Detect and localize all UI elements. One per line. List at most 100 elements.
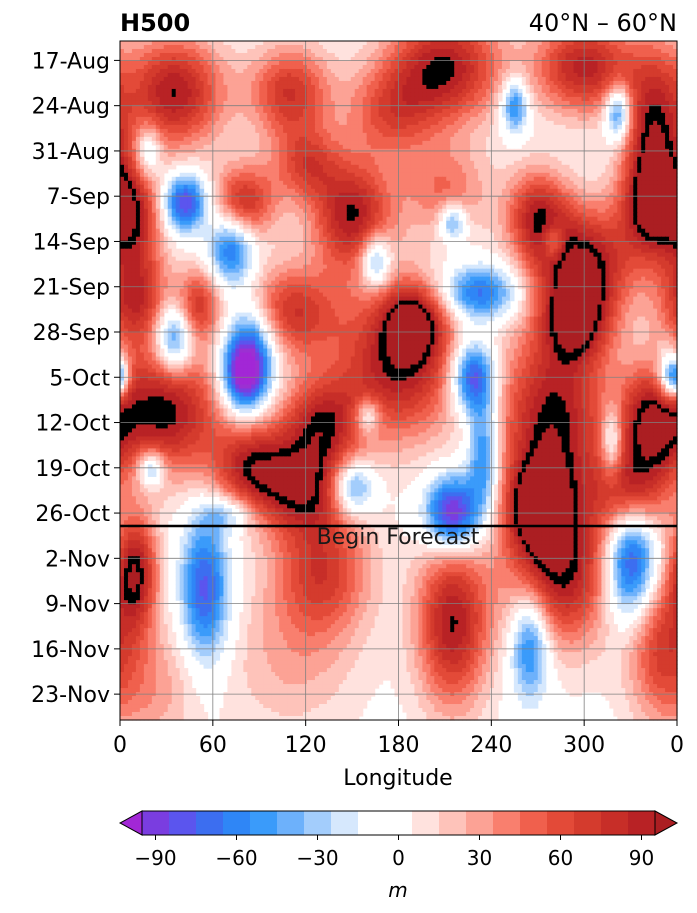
heatmap-cell (355, 125, 360, 130)
heatmap-cell (486, 61, 491, 66)
heatmap-cell (466, 169, 471, 174)
heatmap-cell (641, 61, 646, 66)
heatmap-cell (215, 173, 220, 178)
heatmap-cell (613, 49, 618, 54)
heatmap-cell (196, 57, 201, 62)
heatmap-cell (259, 101, 264, 106)
heatmap-cell (422, 161, 427, 166)
heatmap-cell (466, 161, 471, 166)
heatmap-cell (478, 129, 483, 134)
heatmap-cell (140, 85, 145, 90)
heatmap-cell (434, 89, 439, 94)
heatmap-cell (617, 53, 622, 58)
heatmap-cell (589, 177, 594, 182)
heatmap-cell (172, 145, 177, 150)
heatmap-cell (271, 53, 276, 58)
heatmap-cell (315, 145, 320, 150)
heatmap-cell (406, 89, 411, 94)
heatmap-cell (510, 57, 515, 62)
heatmap-cell (597, 65, 602, 70)
heatmap-cell (231, 173, 236, 178)
heatmap-cell (458, 145, 463, 150)
heatmap-cell (402, 169, 407, 174)
heatmap-cell (609, 77, 614, 82)
heatmap-cell (271, 85, 276, 90)
heatmap-cell (259, 169, 264, 174)
heatmap-cell (351, 113, 356, 118)
heatmap-cell (550, 133, 555, 138)
heatmap-cell (506, 101, 511, 106)
heatmap-cell (347, 165, 352, 170)
heatmap-cell (474, 113, 479, 118)
heatmap-cell (323, 53, 328, 58)
heatmap-cell (486, 101, 491, 106)
heatmap-cell (482, 109, 487, 114)
heatmap-cell (319, 177, 324, 182)
heatmap-cell (223, 121, 228, 126)
heatmap-cell (359, 69, 364, 74)
heatmap-cell (462, 181, 467, 186)
heatmap-cell (172, 165, 177, 170)
heatmap-cell (343, 121, 348, 126)
heatmap-cell (446, 45, 451, 50)
heatmap-cell (156, 65, 161, 70)
heatmap-cell (637, 153, 642, 158)
heatmap-cell (120, 177, 125, 182)
heatmap-cell (327, 161, 332, 166)
heatmap-cell (196, 45, 201, 50)
heatmap-cell (554, 45, 559, 50)
heatmap-cell (235, 117, 240, 122)
heatmap-cell (267, 77, 272, 82)
heatmap-cell (235, 129, 240, 134)
heatmap-cell (327, 141, 332, 146)
heatmap-cell (550, 81, 555, 86)
heatmap-cell (442, 185, 447, 190)
heatmap-cell (283, 161, 288, 166)
heatmap-cell (255, 161, 260, 166)
heatmap-cell (391, 53, 396, 58)
heatmap-cell (462, 125, 467, 130)
heatmap-cell (227, 157, 232, 162)
heatmap-cell (359, 85, 364, 90)
heatmap-cell (542, 93, 547, 98)
heatmap-cell (132, 137, 137, 142)
heatmap-cell (391, 41, 396, 46)
heatmap-cell (168, 129, 173, 134)
heatmap-cell (227, 49, 232, 54)
heatmap-cell (657, 157, 662, 162)
heatmap-cell (653, 45, 658, 50)
heatmap-cell (291, 61, 296, 66)
heatmap-cell (434, 97, 439, 102)
heatmap-cell (275, 117, 280, 122)
heatmap-cell (657, 125, 662, 130)
heatmap-cell (371, 53, 376, 58)
heatmap-cell (625, 85, 630, 90)
heatmap-cell (164, 73, 169, 78)
heatmap-cell (231, 177, 236, 182)
heatmap-cell (518, 49, 523, 54)
heatmap-cell (625, 61, 630, 66)
heatmap-cell (422, 173, 427, 178)
heatmap-cell (227, 77, 232, 82)
heatmap-cell (327, 133, 332, 138)
heatmap-cell (665, 129, 670, 134)
heatmap-cell (383, 173, 388, 178)
heatmap-cell (550, 93, 555, 98)
heatmap-cell (208, 77, 213, 82)
heatmap-cell (235, 157, 240, 162)
heatmap-cell (522, 173, 527, 178)
heatmap-cell (438, 45, 443, 50)
heatmap-cell (120, 185, 125, 190)
heatmap-cell (578, 125, 583, 130)
heatmap-cell (208, 173, 213, 178)
heatmap-cell (641, 109, 646, 114)
heatmap-cell (271, 77, 276, 82)
heatmap-cell (625, 45, 630, 50)
heatmap-cell (514, 177, 519, 182)
heatmap-cell (538, 85, 543, 90)
heatmap-cell (128, 181, 133, 186)
heatmap-cell (490, 145, 495, 150)
heatmap-cell (164, 169, 169, 174)
heatmap-cell (156, 69, 161, 74)
heatmap-cell (617, 157, 622, 162)
